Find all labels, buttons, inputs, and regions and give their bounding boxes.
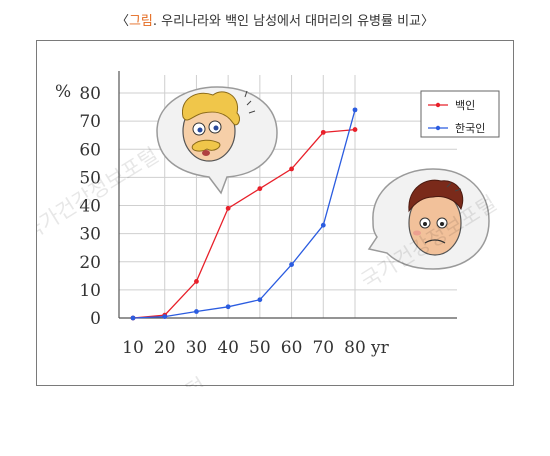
legend-marker <box>435 125 441 131</box>
data-point <box>289 262 294 267</box>
data-point <box>257 186 263 192</box>
series-line-1 <box>132 128 356 319</box>
watermark-text: 국가건강정보포털 <box>67 373 211 387</box>
y-tick-label: 40 <box>79 197 101 217</box>
chart-frame: 0 10 20 30 40 50 60 70 80% 10 20 30 40 50 60 70 80 yr <box>36 40 515 387</box>
y-tick-label: 20 <box>79 253 101 273</box>
cartoon-blond-man-face <box>156 86 278 195</box>
legend-marker <box>435 102 441 108</box>
data-point <box>225 304 231 310</box>
data-point <box>225 205 231 211</box>
legend-label: 백인 <box>455 99 475 112</box>
caption-tag: 그림 <box>128 14 153 29</box>
data-point <box>257 297 263 303</box>
chart-axes <box>118 71 457 319</box>
y-tick-label: 0 <box>90 309 101 329</box>
watermark-text: 국가건강정보포털 <box>437 363 515 387</box>
series-line-2 <box>132 109 356 319</box>
y-axis-unit-label: % <box>55 82 71 102</box>
x-tick-label: 30 <box>186 338 208 358</box>
x-tick-label: 10 <box>122 338 144 358</box>
figure-caption: 〈그림. 우리나라와 백인 남성에서 대머리의 유병률 비교〉 <box>0 10 550 29</box>
data-point <box>352 107 358 113</box>
data-point <box>320 129 326 135</box>
caption-open-bracket: 〈 <box>115 14 129 29</box>
legend-label: 한국인 <box>455 122 485 135</box>
data-point <box>162 314 168 319</box>
x-tick-label: 60 <box>281 338 303 358</box>
data-point <box>130 315 136 321</box>
x-tick-label: 80 <box>344 338 366 358</box>
x-tick-label: 70 <box>312 338 334 358</box>
y-tick-label: 50 <box>79 168 101 188</box>
y-tick-label: 30 <box>79 225 101 245</box>
data-point <box>194 279 199 284</box>
caption-text: . 우리나라와 백인 남성에서 대머리의 유병률 비교 <box>152 14 422 29</box>
data-point <box>289 166 294 172</box>
cartoon-worried-man-face <box>367 168 490 270</box>
x-tick-label: 40 <box>217 338 239 358</box>
caption-close-bracket: 〉 <box>421 14 435 29</box>
legend-box <box>420 90 500 138</box>
y-tick-label: 60 <box>79 140 101 160</box>
y-tick-label: 70 <box>79 112 101 132</box>
x-axis-unit-label: yr <box>370 338 390 358</box>
data-point <box>194 309 199 314</box>
y-tick-label: 80 <box>79 84 101 104</box>
x-tick-label: 50 <box>249 338 271 358</box>
series-points <box>130 107 358 321</box>
series-lines <box>132 109 356 319</box>
y-tick-label: 10 <box>79 281 101 301</box>
data-point <box>352 127 358 132</box>
x-tick-label: 20 <box>154 338 176 358</box>
data-point <box>320 222 326 228</box>
